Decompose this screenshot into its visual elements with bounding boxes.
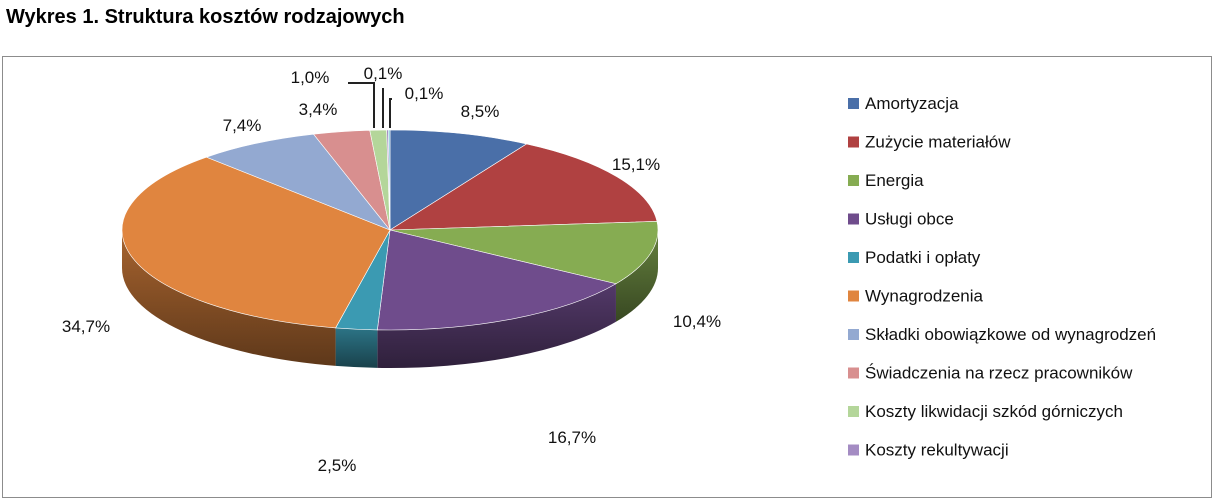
- legend-item-amortyzacja: Amortyzacja: [848, 94, 959, 113]
- legend-label: Podatki i opłaty: [865, 248, 981, 267]
- legend-label: Amortyzacja: [865, 94, 959, 113]
- pie-side-uslugi-obce: [377, 283, 616, 368]
- legend: Amortyzacja Zużycie materiałów Energia Usłu…: [848, 94, 1156, 460]
- legend-swatch: [848, 406, 859, 417]
- pie-slice-zuzycie-materialow: [388, 143, 658, 231]
- legend-label: Świadczenia na rzecz pracowników: [865, 364, 1133, 383]
- legend-swatch: [848, 367, 859, 379]
- pie-slice-skladki-obowiazkowe-od-wynagrodzen: [205, 133, 391, 231]
- data-label-wynagrodzenia: 34,7%: [62, 317, 110, 336]
- data-label-skladki-obowiazkowe-od-wynagrodzen: 7,4%: [223, 116, 262, 135]
- legend-item-koszty-rekultywacji: Koszty rekultywacji: [848, 441, 1009, 460]
- legend-label: Koszty rekultywacji: [865, 441, 1009, 460]
- legend-item-wynagrodzenia: Wynagrodzenia: [848, 287, 984, 306]
- legend-label: Usługi obce: [865, 210, 954, 229]
- legend-item-swiadczenia-na-rzecz-pracownikow: Świadczenia na rzecz pracowników: [848, 364, 1133, 383]
- pie-side-podatki-i-oplaty: [335, 327, 378, 368]
- data-label-energia: 10,4%: [673, 312, 721, 331]
- pie-slice-amortyzacja: [389, 129, 528, 231]
- legend-item-skladki-obowiazkowe-od-wynagrodzen: Składki obowiązkowe od wynagrodzeń: [848, 325, 1156, 344]
- legend-swatch: [848, 444, 859, 456]
- data-labels: 8,5% 15,1% 10,4% 16,7% 2,5% 34,7% 7,4% 3,4% 1,0%…: [62, 64, 721, 475]
- data-label-koszty-likwidacji-szkod-gorniczych: 1,0%: [291, 68, 330, 87]
- leader-line-10: [389, 98, 392, 128]
- pie-slice-energia: [389, 221, 659, 285]
- data-label-podatki-i-oplaty: 2,5%: [318, 456, 357, 475]
- data-label-slice-10: 0,1%: [405, 84, 444, 103]
- legend-label: Wynagrodzenia: [865, 287, 984, 306]
- leader-line-8: [348, 82, 375, 128]
- pie-top: [121, 129, 659, 331]
- legend-swatch: [848, 213, 859, 225]
- data-label-koszty-rekultywacji: 0,1%: [364, 64, 403, 83]
- pie-slice-wynagrodzenia: [121, 156, 391, 329]
- legend-swatch: [848, 175, 859, 186]
- legend-item-podatki-i-oplaty: Podatki i opłaty: [848, 248, 981, 267]
- legend-swatch: [848, 98, 859, 109]
- pie-slice-slice-10: [388, 129, 391, 231]
- legend-label: Koszty likwidacji szkód górniczych: [865, 402, 1123, 421]
- legend-item-uslugi-obce: Usługi obce: [848, 210, 954, 229]
- data-label-uslugi-obce: 16,7%: [548, 428, 596, 447]
- data-label-swiadczenia-na-rzecz-pracownikow: 3,4%: [299, 100, 338, 119]
- legend-swatch: [848, 290, 859, 302]
- leader-lines: [348, 82, 392, 128]
- legend-swatch: [848, 329, 859, 340]
- pie-side-energia: [615, 230, 658, 322]
- legend-item-energia: Energia: [848, 171, 924, 190]
- pie-slice-uslugi-obce: [377, 229, 617, 331]
- data-label-zuzycie-materialow: 15,1%: [612, 155, 660, 174]
- legend-item-zuzycie-materialow: Zużycie materiałów: [848, 133, 1011, 152]
- legend-label: Energia: [865, 171, 924, 190]
- pie-side-wynagrodzenia: [122, 230, 336, 366]
- legend-swatch: [848, 136, 859, 148]
- legend-label: Składki obowiązkowe od wynagrodzeń: [865, 325, 1156, 344]
- data-label-amortyzacja: 8,5%: [461, 102, 500, 121]
- legend-item-koszty-likwidacji-szkod-gorniczych: Koszty likwidacji szkód górniczych: [848, 402, 1123, 421]
- legend-swatch: [848, 252, 859, 263]
- pie-sides: [122, 230, 658, 368]
- chart-title: Wykres 1. Struktura kosztów rodzajowych: [6, 6, 405, 28]
- legend-label: Zużycie materiałów: [865, 133, 1011, 152]
